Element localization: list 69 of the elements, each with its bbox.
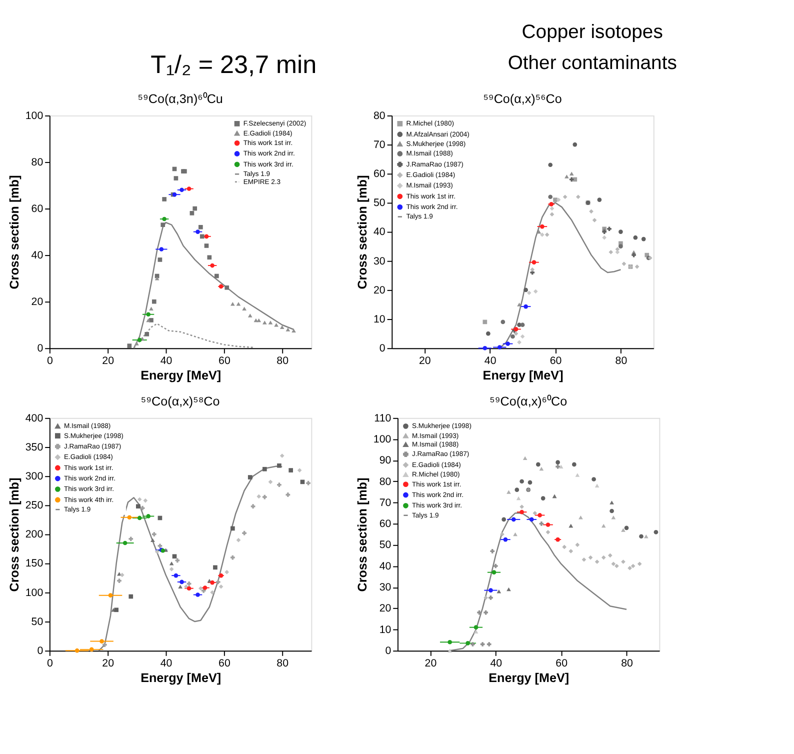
y-tick-label: 300 bbox=[25, 470, 44, 482]
x-axis-title: Energy [MeV] bbox=[482, 368, 564, 383]
y-tick-label: 40 bbox=[379, 560, 392, 572]
text: Other contaminants bbox=[508, 52, 677, 74]
x-tick-label: 40 bbox=[490, 658, 502, 670]
chart-title: ⁵⁹Co(α,x)⁶⁰Co bbox=[490, 394, 568, 408]
y-tick-label: 30 bbox=[379, 582, 392, 594]
y-tick-label: 80 bbox=[374, 110, 386, 122]
y-tick-label: 60 bbox=[374, 168, 386, 180]
y-axis-title: Cross section [mb] bbox=[356, 175, 370, 290]
y-tick-label: 40 bbox=[374, 226, 386, 238]
y-tick-label: 150 bbox=[25, 558, 44, 570]
y-tick-label: 40 bbox=[31, 249, 44, 262]
y-tick-label: 110 bbox=[374, 412, 392, 424]
y-tick-label: 200 bbox=[25, 528, 44, 541]
x-tick-label: 40 bbox=[484, 355, 496, 368]
x-tick-label: 80 bbox=[276, 355, 289, 368]
x-tick-label: 40 bbox=[160, 355, 172, 368]
y-tick-label: 50 bbox=[31, 616, 44, 628]
text: Copper isotopes bbox=[522, 20, 663, 43]
x-tick-label: 80 bbox=[615, 355, 628, 368]
y-tick-label: 80 bbox=[379, 476, 392, 488]
chart-title: ⁵⁹Co(α,x)⁵⁶Co bbox=[483, 92, 562, 106]
y-tick-label: 350 bbox=[25, 441, 44, 454]
y-tick-label: 400 bbox=[25, 412, 44, 424]
y-tick-label: 0 bbox=[37, 644, 44, 657]
y-tick-label: 20 bbox=[374, 284, 386, 296]
y-tick-label: 60 bbox=[379, 518, 392, 530]
x-axis-title: Energy [MeV] bbox=[140, 671, 222, 686]
y-tick-label: 10 bbox=[379, 624, 392, 636]
y-tick-label: 80 bbox=[31, 156, 44, 168]
y-tick-label: 0 bbox=[37, 342, 44, 355]
x-tick-label: 80 bbox=[621, 658, 634, 670]
x-tick-label: 0 bbox=[46, 658, 53, 670]
x-axis-title: Energy [MeV] bbox=[488, 671, 570, 686]
x-axis-title: Energy [MeV] bbox=[140, 368, 222, 383]
y-tick-label: 20 bbox=[31, 296, 44, 308]
y-axis-title: Cross section [mb] bbox=[8, 175, 22, 290]
y-tick-label: 30 bbox=[374, 255, 386, 268]
y-axis-title: Cross section [mb] bbox=[8, 478, 22, 592]
y-tick-label: 0 bbox=[379, 342, 386, 355]
x-tick-label: 20 bbox=[102, 355, 114, 368]
y-axis-title: Cross section [mb] bbox=[356, 478, 370, 592]
x-tick-label: 60 bbox=[218, 355, 230, 368]
y-tick-label: 50 bbox=[374, 197, 386, 210]
y-tick-label: 90 bbox=[379, 454, 392, 467]
y-tick-label: 100 bbox=[25, 110, 44, 122]
x-tick-label: 60 bbox=[218, 658, 230, 670]
x-tick-label: 60 bbox=[550, 355, 562, 368]
y-tick-label: 50 bbox=[379, 539, 392, 552]
y-tick-label: 60 bbox=[31, 202, 44, 215]
x-tick-label: 20 bbox=[424, 658, 437, 670]
y-tick-label: 250 bbox=[25, 500, 44, 512]
y-tick-label: 10 bbox=[374, 313, 386, 326]
chart-title: ⁵⁹Co(α,x)⁵⁸Co bbox=[140, 394, 220, 408]
y-tick-label: 70 bbox=[374, 138, 386, 151]
chart-title: ⁵⁹Co(α,3n)⁶⁰Cu bbox=[138, 92, 223, 106]
y-tick-label: 0 bbox=[385, 644, 392, 657]
x-tick-label: 60 bbox=[556, 658, 568, 670]
x-tick-label: 80 bbox=[276, 658, 289, 670]
x-tick-label: 0 bbox=[46, 355, 53, 368]
x-tick-label: 20 bbox=[102, 658, 114, 670]
y-tick-label: 70 bbox=[379, 496, 392, 509]
y-tick-label: 100 bbox=[373, 433, 392, 446]
y-tick-label: 100 bbox=[25, 586, 44, 599]
y-tick-label: 20 bbox=[379, 602, 392, 615]
text: T₁/₂ = 23,7 min bbox=[150, 50, 317, 79]
x-tick-label: 40 bbox=[160, 658, 172, 670]
x-tick-label: 20 bbox=[418, 355, 431, 368]
